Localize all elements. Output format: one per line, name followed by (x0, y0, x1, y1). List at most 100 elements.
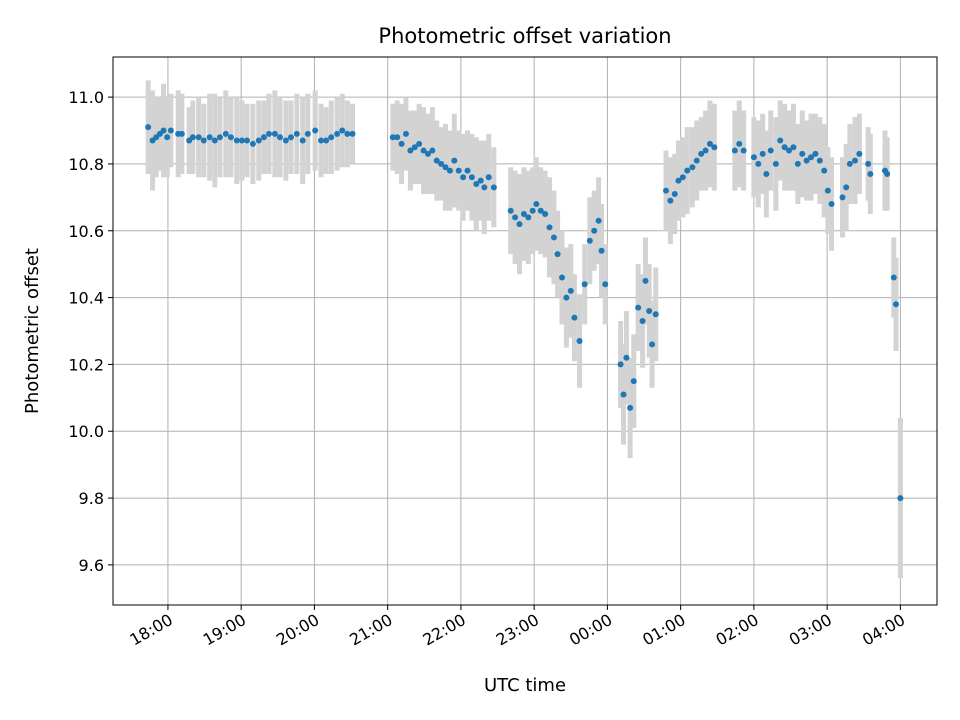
data-point (460, 174, 467, 181)
data-point (646, 307, 653, 314)
data-point (890, 274, 897, 281)
data-point (145, 124, 152, 131)
data-point (287, 134, 294, 141)
data-point (464, 167, 471, 174)
data-point (767, 147, 774, 154)
data-point (407, 147, 414, 154)
data-point (824, 187, 831, 194)
data-point (516, 221, 523, 228)
data-point (455, 167, 462, 174)
data-point (293, 130, 300, 137)
data-point (790, 144, 797, 151)
data-point (282, 137, 289, 144)
data-point (490, 184, 497, 191)
data-point (642, 277, 649, 284)
data-point (451, 157, 458, 164)
x-axis-title: UTC time (484, 675, 566, 696)
data-point (586, 237, 593, 244)
data-point (554, 251, 561, 258)
data-points (145, 124, 904, 502)
data-point (424, 150, 431, 157)
data-point (542, 211, 549, 218)
chart-title: Photometric offset variation (378, 24, 671, 48)
data-point (821, 167, 828, 174)
data-point (537, 207, 544, 214)
data-point (304, 130, 311, 137)
data-point (481, 184, 488, 191)
data-point (781, 144, 788, 151)
data-point (318, 137, 325, 144)
data-point (892, 301, 899, 308)
data-point (468, 174, 475, 181)
data-point (867, 170, 874, 177)
data-point (255, 137, 262, 144)
data-point (623, 354, 630, 361)
data-point (846, 160, 853, 167)
data-point (755, 160, 762, 167)
y-axis-ticks: 9.6 9.8 10.0 10.2 10.4 10.6 10.8 11.0 (68, 88, 113, 575)
data-point (195, 134, 202, 141)
data-point (271, 130, 278, 137)
data-point (865, 160, 872, 167)
y-tick-label: 10.0 (68, 422, 104, 441)
y-tick-label: 11.0 (68, 88, 104, 107)
data-point (563, 294, 570, 301)
data-point (591, 227, 598, 234)
data-point (438, 160, 445, 167)
data-point (429, 147, 436, 154)
data-point (529, 207, 536, 214)
data-point (772, 160, 779, 167)
data-point (533, 201, 540, 208)
y-tick-label: 10.4 (68, 289, 104, 308)
data-point (711, 144, 718, 151)
data-point (693, 157, 700, 164)
data-point (581, 281, 588, 288)
data-point (839, 194, 846, 201)
data-point (189, 134, 196, 141)
y-tick-label: 10.6 (68, 222, 104, 241)
y-tick-label: 10.2 (68, 355, 104, 374)
data-point (167, 127, 174, 134)
data-point (740, 147, 747, 154)
data-point (442, 164, 449, 171)
data-point (550, 234, 557, 241)
data-point (598, 247, 605, 254)
data-point (627, 404, 634, 411)
data-point (249, 140, 256, 147)
data-point (200, 137, 207, 144)
data-point (323, 137, 330, 144)
data-point (238, 137, 245, 144)
data-point (411, 144, 418, 151)
y-tick-label: 9.6 (79, 556, 104, 575)
data-point (473, 180, 480, 187)
data-point (244, 137, 251, 144)
data-point (160, 127, 167, 134)
data-point (394, 134, 401, 141)
data-point (595, 217, 602, 224)
data-point (344, 130, 351, 137)
data-point (763, 170, 770, 177)
data-point (164, 134, 171, 141)
data-point (794, 160, 801, 167)
data-point (416, 140, 423, 147)
data-point (420, 147, 427, 154)
data-point (178, 130, 185, 137)
data-point (507, 207, 514, 214)
y-axis-title: Photometric offset (22, 248, 43, 414)
data-point (334, 130, 341, 137)
data-point (567, 287, 574, 294)
data-point (620, 391, 627, 398)
data-point (675, 177, 682, 184)
data-point (446, 167, 453, 174)
data-point (652, 311, 659, 318)
data-point (667, 197, 674, 204)
plot-area-frame (112, 56, 938, 606)
data-point (679, 174, 686, 181)
data-point (512, 214, 519, 221)
data-point (812, 150, 819, 157)
data-point (349, 130, 356, 137)
data-point (433, 157, 440, 164)
data-point (759, 150, 766, 157)
y-tick-label: 10.8 (68, 155, 104, 174)
